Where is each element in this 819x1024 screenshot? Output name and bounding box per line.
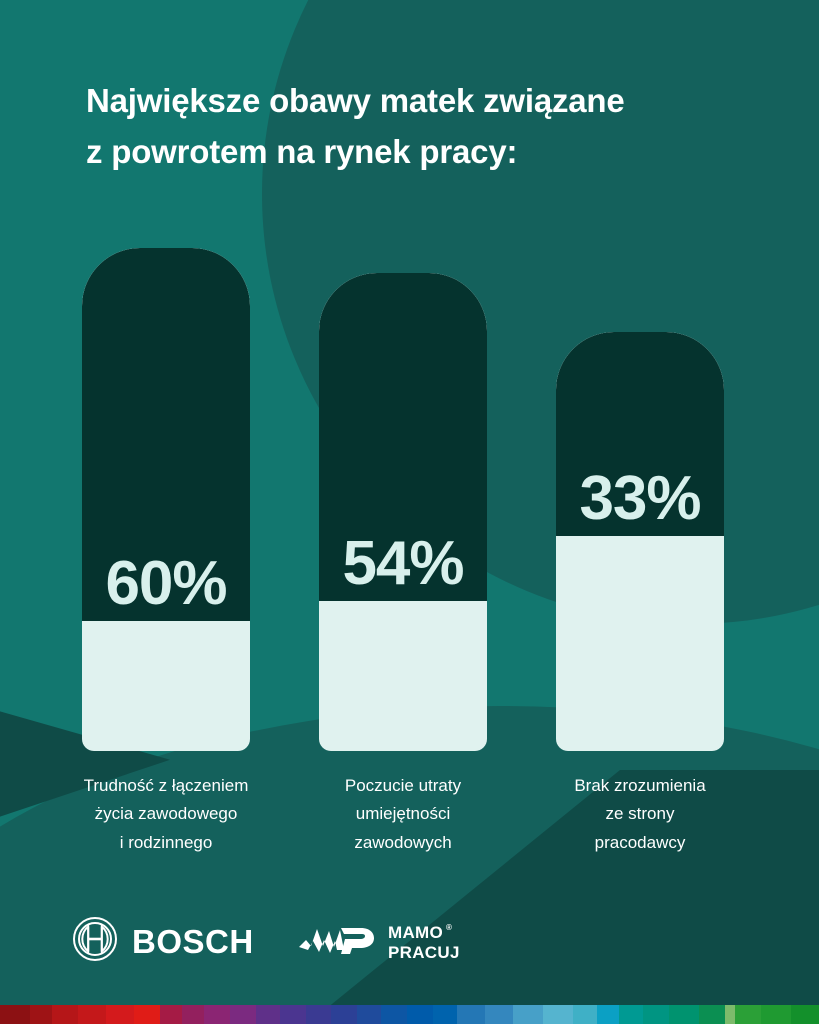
stripe-segment (433, 1005, 458, 1024)
stripe-segment (573, 1005, 598, 1024)
mamo-pracuj-line1: MAMO (388, 923, 444, 943)
stripe-segment (597, 1005, 619, 1024)
stripe-segment (255, 1005, 280, 1024)
stripe-segment (407, 1005, 434, 1024)
stripe-segment (181, 1005, 204, 1024)
stripe-segment (279, 1005, 306, 1024)
bar-fill: 60% (82, 248, 250, 621)
stripe-segment (305, 1005, 332, 1024)
bar-column: 54% (319, 273, 487, 751)
bar-captions: Trudność z łączeniem życia zawodowego i … (82, 772, 737, 867)
bar-column: 60% (82, 248, 250, 751)
stripe-segment (357, 1005, 382, 1024)
stripe-segment (0, 1005, 30, 1024)
stripe-segment (543, 1005, 574, 1024)
stripe-segment (513, 1005, 544, 1024)
stripe-segment (51, 1005, 78, 1024)
bar-caption: Trudność z łączeniem życia zawodowego i … (83, 776, 249, 852)
stripe-segment (203, 1005, 230, 1024)
bar-chart: 60% 54% 33% (82, 248, 737, 751)
bosch-wordmark: BOSCH (132, 923, 254, 960)
stripe-segment (105, 1005, 134, 1024)
stripe-segment (724, 1005, 735, 1024)
registered-mark-icon: ® (446, 923, 453, 933)
bar-track: 60% (82, 248, 250, 751)
bar-track: 54% (319, 273, 487, 751)
stripe-segment (668, 1005, 699, 1024)
stripe-segment (790, 1005, 819, 1024)
stripe-segment (29, 1005, 52, 1024)
stripe-segment (331, 1005, 358, 1024)
bar-column: 33% (556, 332, 724, 751)
bar-track: 33% (556, 332, 724, 751)
bar-fill: 54% (319, 273, 487, 601)
mamo-pracuj-wordmark: MAMO ® PRACUJ (388, 923, 460, 961)
stripe-segment (642, 1005, 669, 1024)
bosch-logo: BOSCH (72, 916, 254, 967)
stripe-segment (159, 1005, 182, 1024)
mp-monogram-icon (297, 920, 377, 965)
stripe-segment (760, 1005, 791, 1024)
bar-value-label: 54% (342, 528, 464, 598)
brand-color-stripe (0, 1005, 819, 1024)
stripe-segment (485, 1005, 514, 1024)
stripe-segment (457, 1005, 486, 1024)
stripe-segment (734, 1005, 761, 1024)
stripe-segment (229, 1005, 256, 1024)
bar-fill: 33% (556, 332, 724, 537)
bar-value-label: 33% (579, 464, 701, 534)
bar-caption: Brak zrozumienia ze strony pracodawcy (574, 776, 706, 852)
bar-value-label: 60% (105, 548, 227, 618)
page-title: Największe obawy matek związane z powrot… (86, 82, 625, 171)
stripe-segment (619, 1005, 643, 1024)
stripe-segment (381, 1005, 408, 1024)
bosch-emblem-icon (72, 916, 118, 967)
stripe-segment (77, 1005, 106, 1024)
mamo-pracuj-logo: MAMO ® PRACUJ (297, 920, 460, 965)
bar-caption: Poczucie utraty umiejętności zawodowych (344, 776, 462, 852)
stripe-segment (133, 1005, 160, 1024)
mamo-pracuj-line2: PRACUJ (388, 942, 460, 962)
stripe-segment (698, 1005, 725, 1024)
